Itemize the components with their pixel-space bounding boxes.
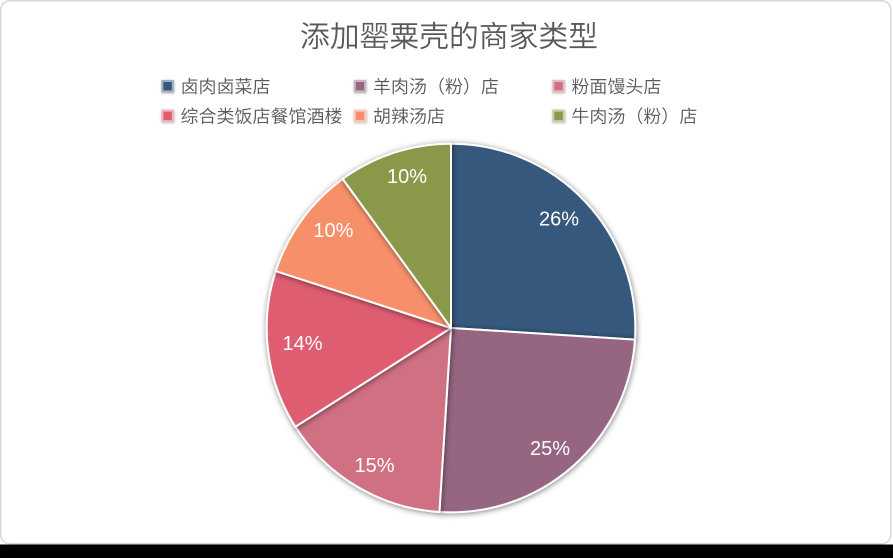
svg-text:15%: 15% <box>354 455 394 477</box>
svg-text:26%: 26% <box>539 209 579 231</box>
svg-text:25%: 25% <box>530 438 570 460</box>
svg-text:10%: 10% <box>387 166 427 188</box>
svg-text:14%: 14% <box>282 333 322 355</box>
svg-text:10%: 10% <box>313 220 353 242</box>
